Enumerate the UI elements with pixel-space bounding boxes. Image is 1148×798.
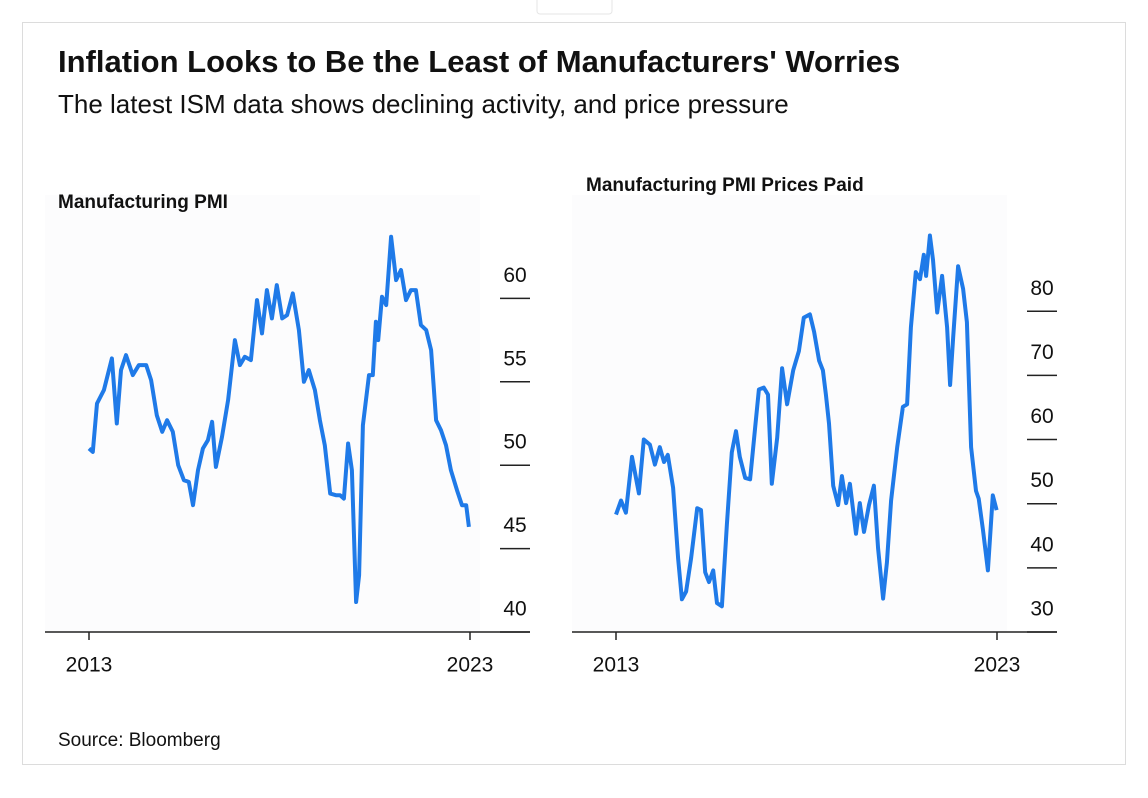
y-tick-label: 30 <box>1030 598 1053 621</box>
y-tick-label: 55 <box>503 347 526 370</box>
y-tick-label: 40 <box>1030 533 1053 556</box>
data-line <box>614 233 999 609</box>
plot-area <box>45 195 480 632</box>
y-tick-label: 50 <box>503 431 526 454</box>
x-tick-label: 2013 <box>66 654 113 677</box>
y-tick-label: 60 <box>503 264 526 287</box>
source: Source: Bloomberg <box>58 730 221 751</box>
chart-title: Manufacturing PMI <box>58 192 228 213</box>
y-tick-label: 80 <box>1030 277 1053 300</box>
x-tick-label: 2013 <box>593 654 640 677</box>
title: Inflation Looks to Be the Least of Manuf… <box>58 44 900 79</box>
y-tick-label: 40 <box>503 598 526 621</box>
x-tick-label: 2023 <box>974 654 1021 677</box>
x-tick-label: 2023 <box>447 654 494 677</box>
y-tick-label: 60 <box>1030 405 1053 428</box>
y-tick-label: 70 <box>1030 341 1053 364</box>
y-tick-label: 50 <box>1030 469 1053 492</box>
plot-area <box>572 195 1007 632</box>
y-tick-label: 45 <box>503 514 526 537</box>
chart-title: Manufacturing PMI Prices Paid <box>586 175 864 196</box>
data-line <box>87 234 471 604</box>
subtitle: The latest ISM data shows declining acti… <box>58 89 789 119</box>
top-tab <box>536 0 613 15</box>
